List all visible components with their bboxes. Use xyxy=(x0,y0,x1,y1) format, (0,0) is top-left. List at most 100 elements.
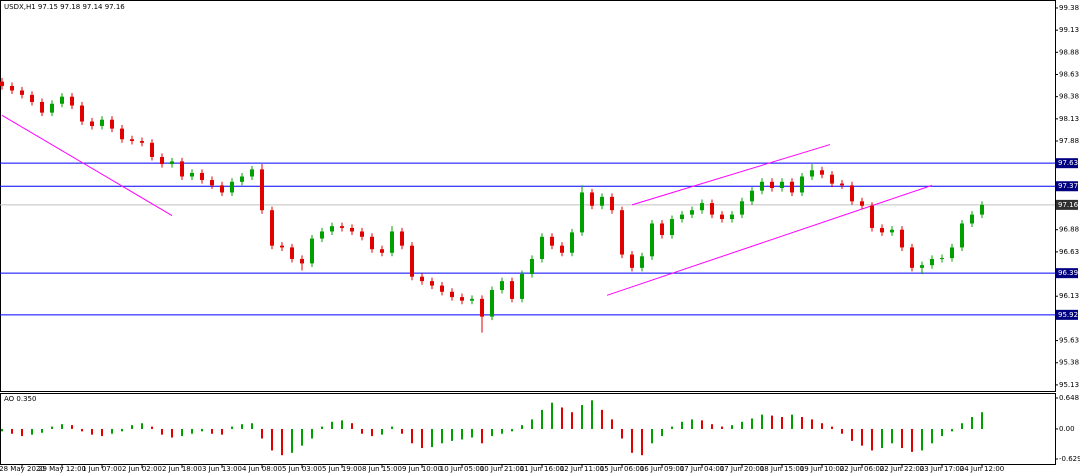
x-tick-label: 9 Jun 10:00 xyxy=(402,465,442,473)
ao-bar xyxy=(211,428,213,434)
ao-bar xyxy=(851,428,853,441)
ao-bar xyxy=(451,428,453,441)
ao-bar xyxy=(551,402,553,429)
ao-bar xyxy=(691,419,693,429)
ao-bar xyxy=(241,424,243,429)
candle-body xyxy=(500,281,504,291)
ao-bar xyxy=(261,428,263,439)
x-tick-label: 2 Jun 02:00 xyxy=(122,465,162,473)
ao-bar xyxy=(931,428,933,444)
candle-body xyxy=(0,81,4,87)
ao-bar xyxy=(841,428,843,434)
y-tick-label: 96.13 xyxy=(1059,292,1079,300)
ao-bar xyxy=(71,425,73,429)
ao-bar xyxy=(651,428,653,444)
x-tick-label: 3 Jun 13:00 xyxy=(202,465,242,473)
candle-body xyxy=(920,265,924,268)
ao-bar xyxy=(951,428,953,432)
candle-body xyxy=(730,214,734,220)
x-tick-label: 18 Jun 15:00 xyxy=(760,465,804,473)
candle-body xyxy=(430,281,434,286)
ao-bar xyxy=(391,426,393,429)
ao-bar xyxy=(941,428,943,437)
candle-body xyxy=(760,181,764,191)
x-tick-label: 22 Jun 22:00 xyxy=(880,465,924,473)
candle-body xyxy=(180,161,184,177)
price-box xyxy=(1056,199,1078,210)
ao-bar xyxy=(51,426,53,429)
candle-body xyxy=(310,238,314,264)
candle-body xyxy=(930,258,934,266)
candle-body xyxy=(110,119,114,129)
y-tick-label: 95.38 xyxy=(1059,359,1079,367)
x-tick-label: 28 May 2020 xyxy=(0,465,45,473)
ao-bar xyxy=(561,407,563,429)
x-tick-label: 12 Jun 11:00 xyxy=(560,465,604,473)
ao-bar xyxy=(41,428,43,433)
candle-body xyxy=(600,196,604,206)
price-box xyxy=(1056,181,1078,192)
price-box-label: 96.39 xyxy=(1058,269,1078,277)
x-tick-label: 17 Jun 04:00 xyxy=(680,465,724,473)
ao-tick-label: 0.00 xyxy=(1059,425,1075,433)
candle-body xyxy=(670,219,674,236)
candle-body xyxy=(380,249,384,253)
ao-bar xyxy=(751,418,753,429)
ao-bar xyxy=(501,428,503,434)
candle-body xyxy=(160,156,164,165)
ao-bar xyxy=(781,417,783,429)
y-tick-label: 95.63 xyxy=(1059,337,1079,345)
candle-body xyxy=(290,247,294,259)
ao-bar xyxy=(901,428,903,449)
x-tick-label: 4 Jun 08:00 xyxy=(242,465,282,473)
ao-bar xyxy=(761,414,763,429)
ao-bar xyxy=(401,428,403,434)
ao-bar xyxy=(281,428,283,456)
price-box-label: 97.63 xyxy=(1058,159,1078,167)
x-tick-label: 29 May 12:00 xyxy=(38,465,86,473)
candle-body xyxy=(770,181,774,189)
candle-body xyxy=(850,185,854,202)
ao-bar xyxy=(361,428,363,434)
ao-bar xyxy=(541,409,543,429)
candle-body xyxy=(640,256,644,268)
ao-bar xyxy=(871,428,873,451)
x-tick-label: 10 Jun 05:00 xyxy=(440,465,484,473)
ao-bar xyxy=(581,405,583,429)
candle-body xyxy=(200,172,204,181)
candle-body xyxy=(690,210,694,215)
candle-body xyxy=(370,236,374,250)
ao-bar xyxy=(101,428,103,437)
ao-bar xyxy=(711,424,713,429)
candle-body xyxy=(120,128,124,140)
candle-body xyxy=(100,119,104,126)
x-tick-label: 11 Jun 16:00 xyxy=(520,465,564,473)
ao-bar xyxy=(311,428,313,439)
ao-bar xyxy=(21,428,23,437)
ao-bar xyxy=(731,425,733,429)
candle-body xyxy=(230,181,234,193)
price-box xyxy=(1056,268,1078,279)
candle-body xyxy=(550,236,554,246)
candle-body xyxy=(860,201,864,206)
ao-bar xyxy=(631,428,633,453)
candle-body xyxy=(320,231,324,239)
candle-body xyxy=(270,210,274,246)
ao-bar xyxy=(681,421,683,429)
y-tick-label: 99.13 xyxy=(1059,26,1079,34)
candle-body xyxy=(750,190,754,202)
candle-body xyxy=(60,96,64,104)
candle-body xyxy=(520,274,524,299)
candle-body xyxy=(830,174,834,184)
ao-bar xyxy=(741,421,743,429)
candle-body xyxy=(280,245,284,248)
ao-bar xyxy=(221,428,223,435)
y-tick-label: 96.88 xyxy=(1059,226,1079,234)
candle-body xyxy=(950,247,954,259)
candle-body xyxy=(680,214,684,220)
ao-bar xyxy=(61,424,63,429)
y-tick-label: 99.38 xyxy=(1059,4,1079,12)
ao-bar xyxy=(441,428,443,444)
candle-body xyxy=(800,176,804,193)
candle-body xyxy=(510,281,514,299)
